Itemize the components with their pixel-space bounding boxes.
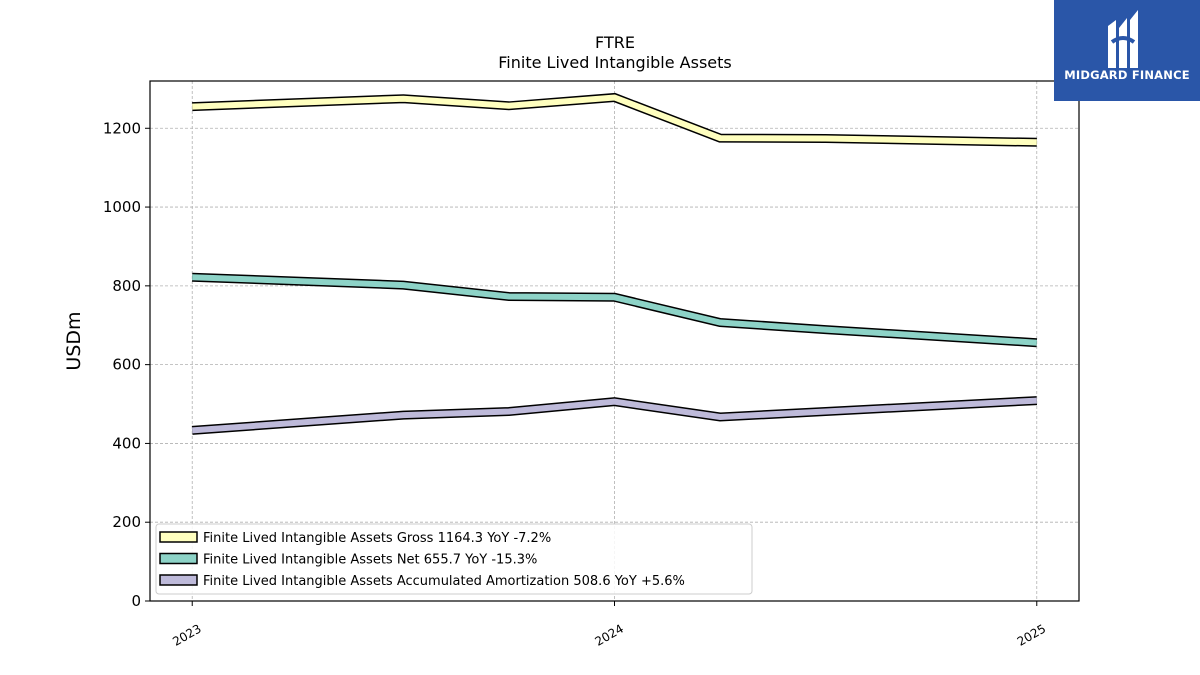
x-tick-label: 2024 bbox=[593, 621, 626, 648]
y-tick-label: 1200 bbox=[103, 119, 141, 137]
legend-label: Finite Lived Intangible Assets Net 655.7… bbox=[203, 553, 537, 568]
x-tick-label: 2023 bbox=[170, 621, 203, 648]
chart-title: FTRE bbox=[595, 33, 635, 52]
chart-subtitle: Finite Lived Intangible Assets bbox=[498, 53, 731, 72]
y-tick-label: 800 bbox=[112, 277, 141, 295]
x-tick-label: 2025 bbox=[1015, 621, 1048, 648]
y-tick-label: 0 bbox=[131, 592, 141, 610]
legend-swatch bbox=[159, 552, 198, 565]
series-line bbox=[191, 397, 1037, 434]
series-line bbox=[192, 274, 1037, 346]
midgard-logo-icon bbox=[1108, 10, 1138, 68]
legend: Finite Lived Intangible Assets Gross 116… bbox=[155, 523, 753, 595]
legend-box bbox=[155, 523, 753, 595]
y-tick-label: 600 bbox=[112, 356, 141, 374]
series-layer bbox=[191, 92, 1038, 435]
brand-logo: MIDGARD FINANCE bbox=[1054, 0, 1200, 101]
y-tick-label: 400 bbox=[112, 434, 141, 452]
y-axis-label: USDm bbox=[63, 311, 85, 370]
legend-swatch bbox=[159, 531, 198, 543]
y-tick-label: 1000 bbox=[103, 198, 141, 216]
brand-logo-text: MIDGARD FINANCE bbox=[1064, 68, 1190, 82]
y-tick-label: 200 bbox=[112, 513, 141, 531]
series-line bbox=[192, 94, 1037, 146]
legend-label: Finite Lived Intangible Assets Gross 116… bbox=[203, 531, 551, 546]
legend-swatch bbox=[159, 574, 198, 586]
legend-label: Finite Lived Intangible Assets Accumulat… bbox=[203, 574, 685, 589]
